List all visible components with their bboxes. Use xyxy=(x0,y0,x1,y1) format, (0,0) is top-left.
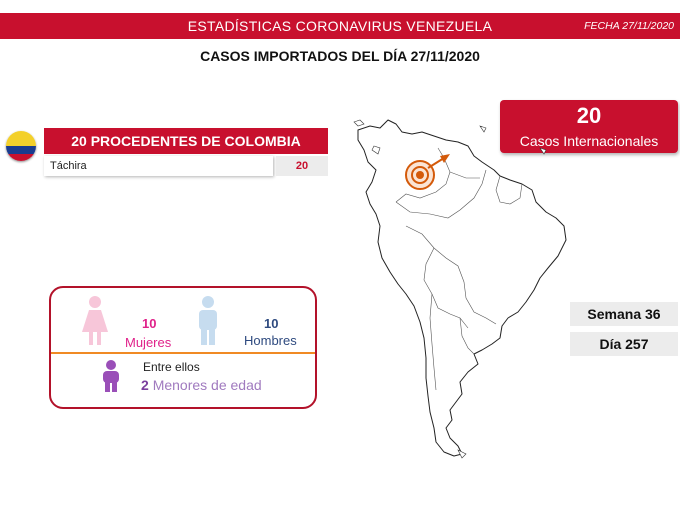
gender-breakdown-panel: 10 Mujeres 10 Hombres Entre ellos 2 Meno… xyxy=(49,286,317,409)
international-cases-box: 20 Casos Internacionales xyxy=(500,100,678,153)
man-icon xyxy=(199,296,217,345)
page-title: ESTADÍSTICAS CORONAVIRUS VENEZUELA xyxy=(187,18,493,34)
women-label: Mujeres xyxy=(125,335,172,350)
minors-count: 2 xyxy=(141,377,149,393)
minors-label: Menores de edad xyxy=(152,377,262,393)
day-label: Día 257 xyxy=(570,332,678,356)
colombia-flag-icon xyxy=(6,131,36,161)
child-icon xyxy=(103,360,119,392)
among-label: Entre ellos xyxy=(143,360,200,374)
table-row: Táchira 20 xyxy=(44,156,328,176)
colombia-header: 20 PROCEDENTES DE COLOMBIA xyxy=(44,128,328,154)
arrow-icon xyxy=(440,154,450,163)
south-america-map xyxy=(353,119,567,459)
divider xyxy=(51,352,315,354)
week-label: Semana 36 xyxy=(570,302,678,326)
international-count: 20 xyxy=(576,103,602,128)
city-count: 20 xyxy=(276,156,328,176)
men-count: 10 xyxy=(264,316,279,331)
report-subtitle: CASOS IMPORTADOS DEL DÍA 27/11/2020 xyxy=(200,48,480,64)
men-label: Hombres xyxy=(244,333,297,348)
international-label: Casos Internacionales xyxy=(519,133,659,149)
header-bar: ESTADÍSTICAS CORONAVIRUS VENEZUELA FECHA… xyxy=(0,13,680,39)
woman-icon xyxy=(82,296,108,345)
minors-summary: 2 Menores de edad xyxy=(141,377,262,393)
city-name: Táchira xyxy=(44,156,273,176)
women-count: 10 xyxy=(142,316,157,331)
report-date: FECHA 27/11/2020 xyxy=(584,20,674,32)
